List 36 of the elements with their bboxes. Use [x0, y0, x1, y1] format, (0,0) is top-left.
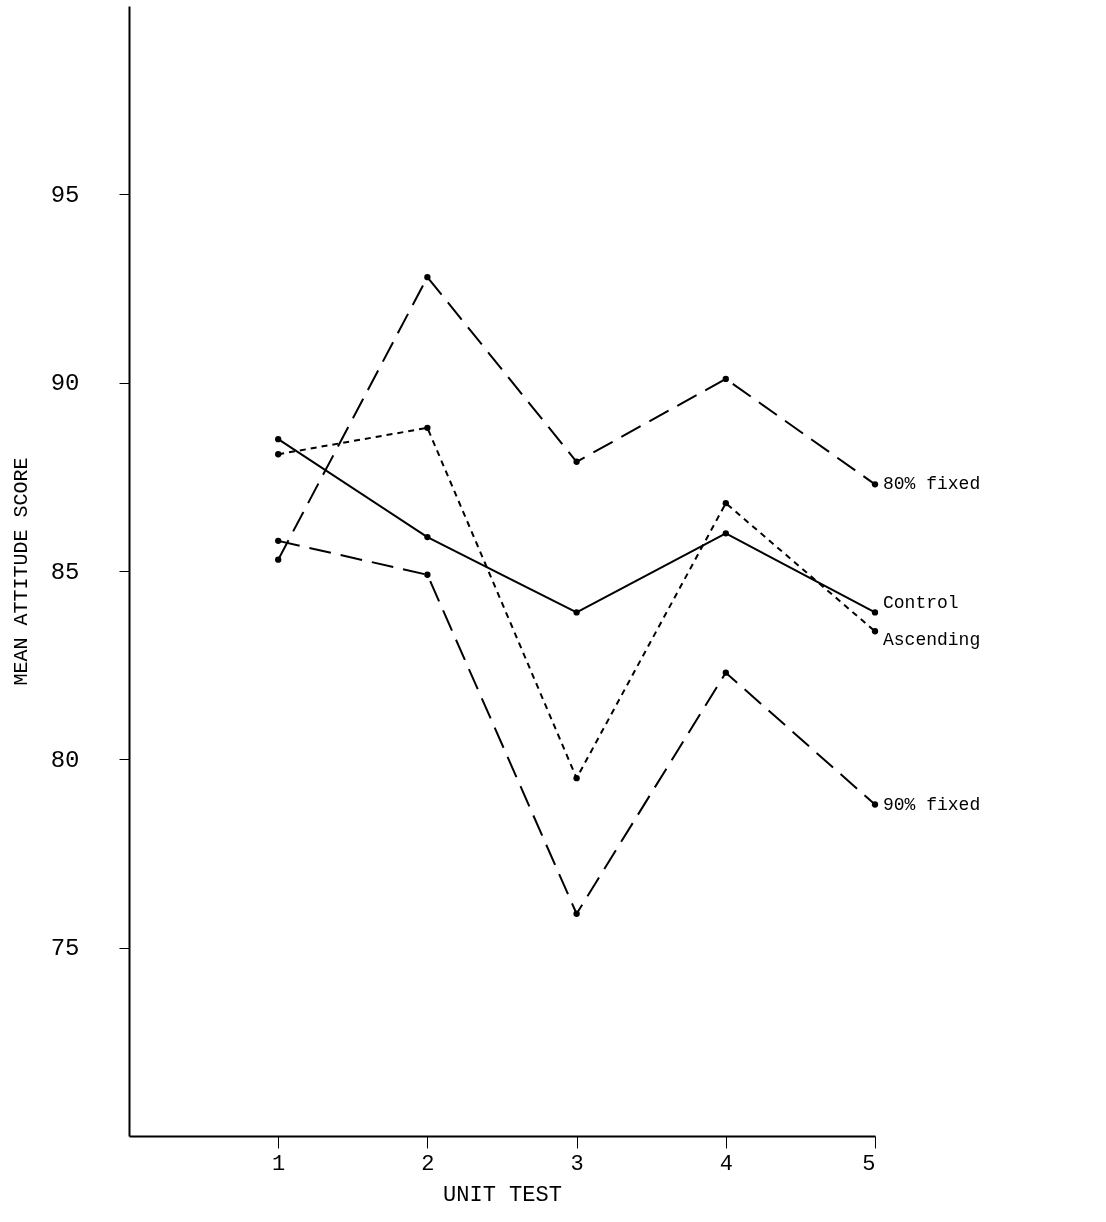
- y-tick-label: 90: [50, 370, 80, 398]
- point: [871, 609, 879, 616]
- x-tick-label: 3: [570, 1151, 584, 1177]
- point: [722, 500, 729, 507]
- x-tick-label: 1: [272, 1151, 286, 1177]
- point: [424, 424, 431, 432]
- point: [573, 609, 580, 616]
- y-tick-label: 80: [50, 746, 80, 774]
- x-axis-title: UNIT TEST: [443, 1182, 562, 1208]
- x-tick-label: 4: [719, 1151, 733, 1177]
- series-label: 80% fixed: [883, 474, 981, 495]
- y-tick-label: 95: [50, 181, 80, 209]
- x-tick-label: 2: [421, 1151, 435, 1177]
- x-tick-label: 5: [862, 1151, 876, 1177]
- series-label: Control: [883, 593, 959, 614]
- point: [871, 801, 879, 808]
- y-tick-label: 75: [50, 935, 80, 963]
- point: [424, 571, 431, 578]
- point: [275, 556, 282, 563]
- point: [722, 669, 729, 676]
- point: [275, 451, 282, 458]
- point: [424, 533, 431, 541]
- point: [424, 274, 431, 281]
- point: [573, 775, 580, 782]
- point: [722, 530, 729, 537]
- point: [573, 910, 580, 917]
- point: [275, 537, 282, 545]
- point: [722, 375, 729, 383]
- point: [573, 458, 580, 465]
- series-label: 90% fixed: [883, 794, 981, 815]
- y-tick-label: 85: [50, 558, 80, 586]
- series-label: Ascending: [883, 630, 981, 651]
- point: [275, 436, 282, 443]
- point: [871, 481, 879, 488]
- y-axis-title: MEAN ATTITUDE SCORE: [9, 457, 33, 686]
- point: [871, 628, 879, 635]
